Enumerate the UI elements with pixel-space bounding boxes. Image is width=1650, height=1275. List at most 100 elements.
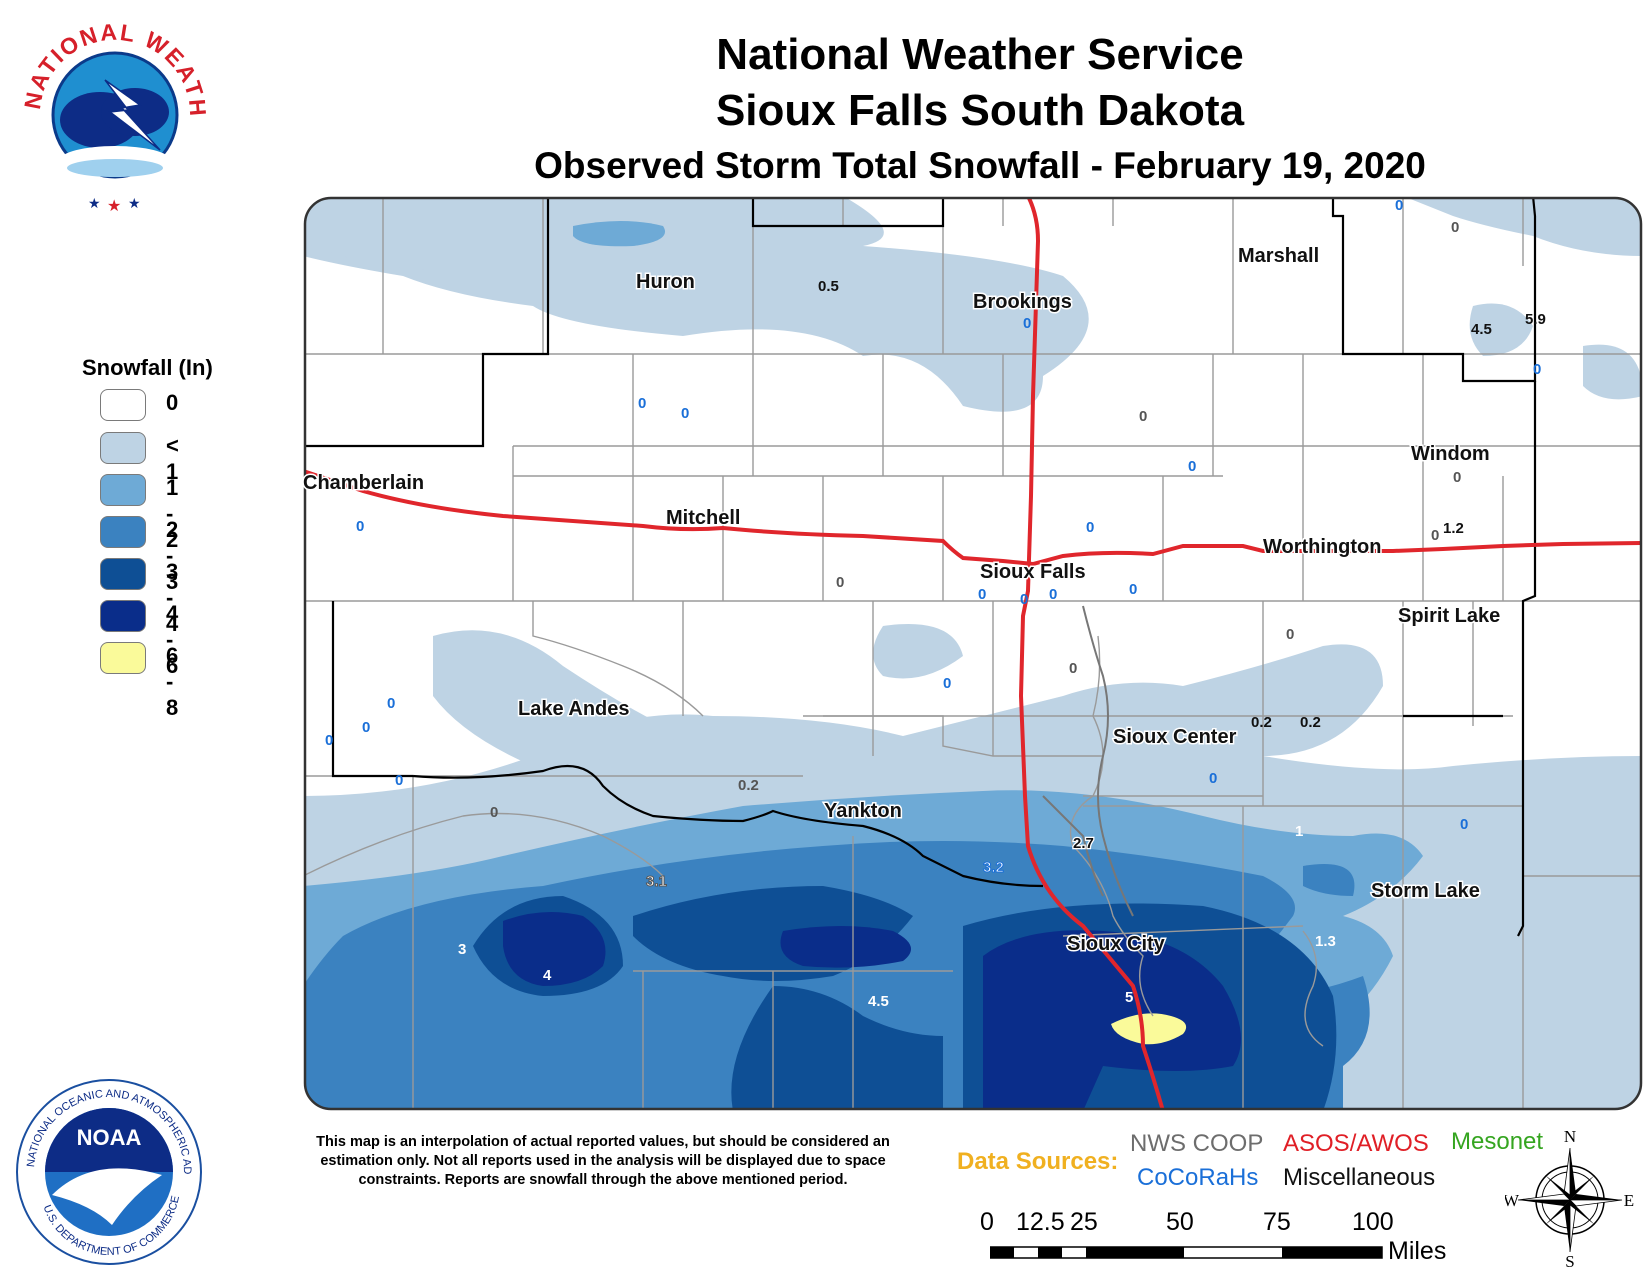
legend-label: < 1 [166,433,179,484]
obs-value: 0 [978,586,986,603]
state-boundaries [305,198,1537,937]
noaa-logo: NOAA NATIONAL OCEANIC AND ATMOSPHERIC AD… [7,1066,207,1270]
obs-value: 5.9 [1525,311,1546,328]
obs-value: 0.2 [1300,714,1321,731]
snow-6to8-area [1111,1013,1187,1045]
obs-value: 0 [490,804,498,821]
obs-value: 0.2 [738,777,759,794]
svg-text:★: ★ [128,195,141,211]
obs-value: 0.2 [1251,714,1272,731]
source-miscellaneous: Miscellaneous [1283,1164,1436,1191]
obs-value: 0 [1023,315,1031,332]
obs-value: 0 [681,405,689,422]
legend-label: 6 - 8 [166,643,179,720]
obs-value: 3 [458,941,466,958]
city-label-worthington: Worthington [1263,536,1381,558]
obs-value: 0 [387,695,395,712]
source-nws-coop: NWS COOP [1130,1130,1264,1157]
legend-swatch [100,474,146,506]
legend-swatch [100,389,146,421]
disclaimer: This map is an interpolation of actual r… [316,1134,890,1188]
obs-value: 4 [543,967,552,984]
obs-value: 0 [1086,519,1094,536]
obs-value: 0 [943,675,951,692]
city-label-chamberlain: Chamberlain [303,472,424,494]
obs-value: 5 [1125,989,1133,1006]
obs-value: 0 [362,719,370,736]
data-sources-label: Data Sources: [957,1148,1119,1175]
city-label-spirit-lake: Spirit Lake [1398,605,1500,627]
map-frame [303,196,1643,1111]
legend-swatch [100,600,146,632]
obs-value: 0 [1451,219,1459,236]
scale-tick-label: 75 [1263,1208,1291,1236]
legend-label: 3 - 4 [166,559,179,636]
noaa-wordmark: NOAA [77,1125,142,1150]
city-labels: Huron Brookings Marshall Chamberlain Mit… [302,244,1502,957]
obs-value: 0 [1209,770,1217,787]
obs-value: 0 [836,574,844,591]
legend-swatch [100,516,146,548]
scale-tick-label: 25 [1070,1208,1098,1236]
city-label-sioux-city: Sioux City [1067,933,1166,955]
obs-value: 0 [1049,586,1057,603]
obs-value: 4.5 [1471,321,1492,338]
snowfall-map: Huron Brookings Marshall Chamberlain Mit… [302,196,1643,1116]
scale-tick-label: 0 [980,1208,994,1236]
obs-value: 0 [325,732,333,749]
obs-value: 3.2 [983,859,1004,876]
title-line-3: Observed Storm Total Snowfall - February… [534,145,1426,186]
city-label-yankton: Yankton [824,800,902,822]
legend-label: 0 [166,390,179,415]
obs-value: 1 [1295,823,1303,840]
observation-values: 0.5 0 0 0 0 4.5 5.9 0 0 0 0 0 1.2 0 0 0 … [325,197,1546,1010]
snow-4to6-areas [503,912,1241,1109]
obs-value: 0 [1188,458,1196,475]
source-asos-awos: ASOS/AWOS [1283,1130,1429,1157]
compass-rose: N E S W [1503,1127,1635,1271]
city-label-brookings: Brookings [973,291,1072,313]
legend-swatch [100,558,146,590]
compass-south: S [1565,1252,1574,1270]
obs-value: 1.3 [1315,933,1336,950]
obs-value: 0 [638,395,646,412]
city-label-sioux-center: Sioux Center [1113,726,1237,748]
obs-value: 0 [1286,626,1294,643]
city-label-windom: Windom [1411,443,1490,465]
obs-value: 0 [1533,361,1541,378]
source-mesonet: Mesonet [1451,1128,1544,1155]
legend-label: 1 - 2 [166,475,179,552]
obs-value: 3.1 [646,873,667,890]
obs-value: 2.7 [1073,835,1094,852]
city-label-huron: Huron [636,271,695,293]
city-label-marshall: Marshall [1238,245,1319,267]
svg-text:★: ★ [107,198,121,215]
obs-value: 0 [395,772,403,789]
legend-swatch [100,642,146,674]
title-line-1: National Weather Service [716,30,1244,79]
scale-tick-label: 50 [1166,1208,1194,1236]
obs-value: 4.5 [868,993,889,1010]
legend-label: 4 - 6 [166,601,179,678]
obs-value: 0 [1395,197,1403,214]
obs-value: 0 [1020,591,1028,608]
city-label-storm-lake: Storm Lake [1371,880,1480,902]
legend-swatch [100,432,146,464]
scale-tick-label: 100 [1352,1208,1394,1236]
city-label-mitchell: Mitchell [666,507,740,529]
compass-east: E [1624,1191,1634,1210]
obs-value: 0.5 [818,278,839,295]
compass-north: N [1564,1130,1576,1146]
legend-label: 2 - 3 [166,517,179,594]
svg-text:★: ★ [88,195,101,211]
city-label-lake-andes: Lake Andes [518,698,630,720]
source-cocorahs: CoCoRaHs [1137,1164,1259,1191]
obs-value: 0 [1431,527,1439,544]
city-label-sioux-falls: Sioux Falls [980,561,1086,583]
rivers [1042,605,1134,917]
title-line-2: Sioux Falls South Dakota [715,86,1245,135]
scale-unit: Miles [1388,1237,1447,1265]
obs-value: 0 [1069,660,1077,677]
obs-value: 0 [1129,581,1137,598]
legend-title: Snowfall (In) [82,355,213,380]
